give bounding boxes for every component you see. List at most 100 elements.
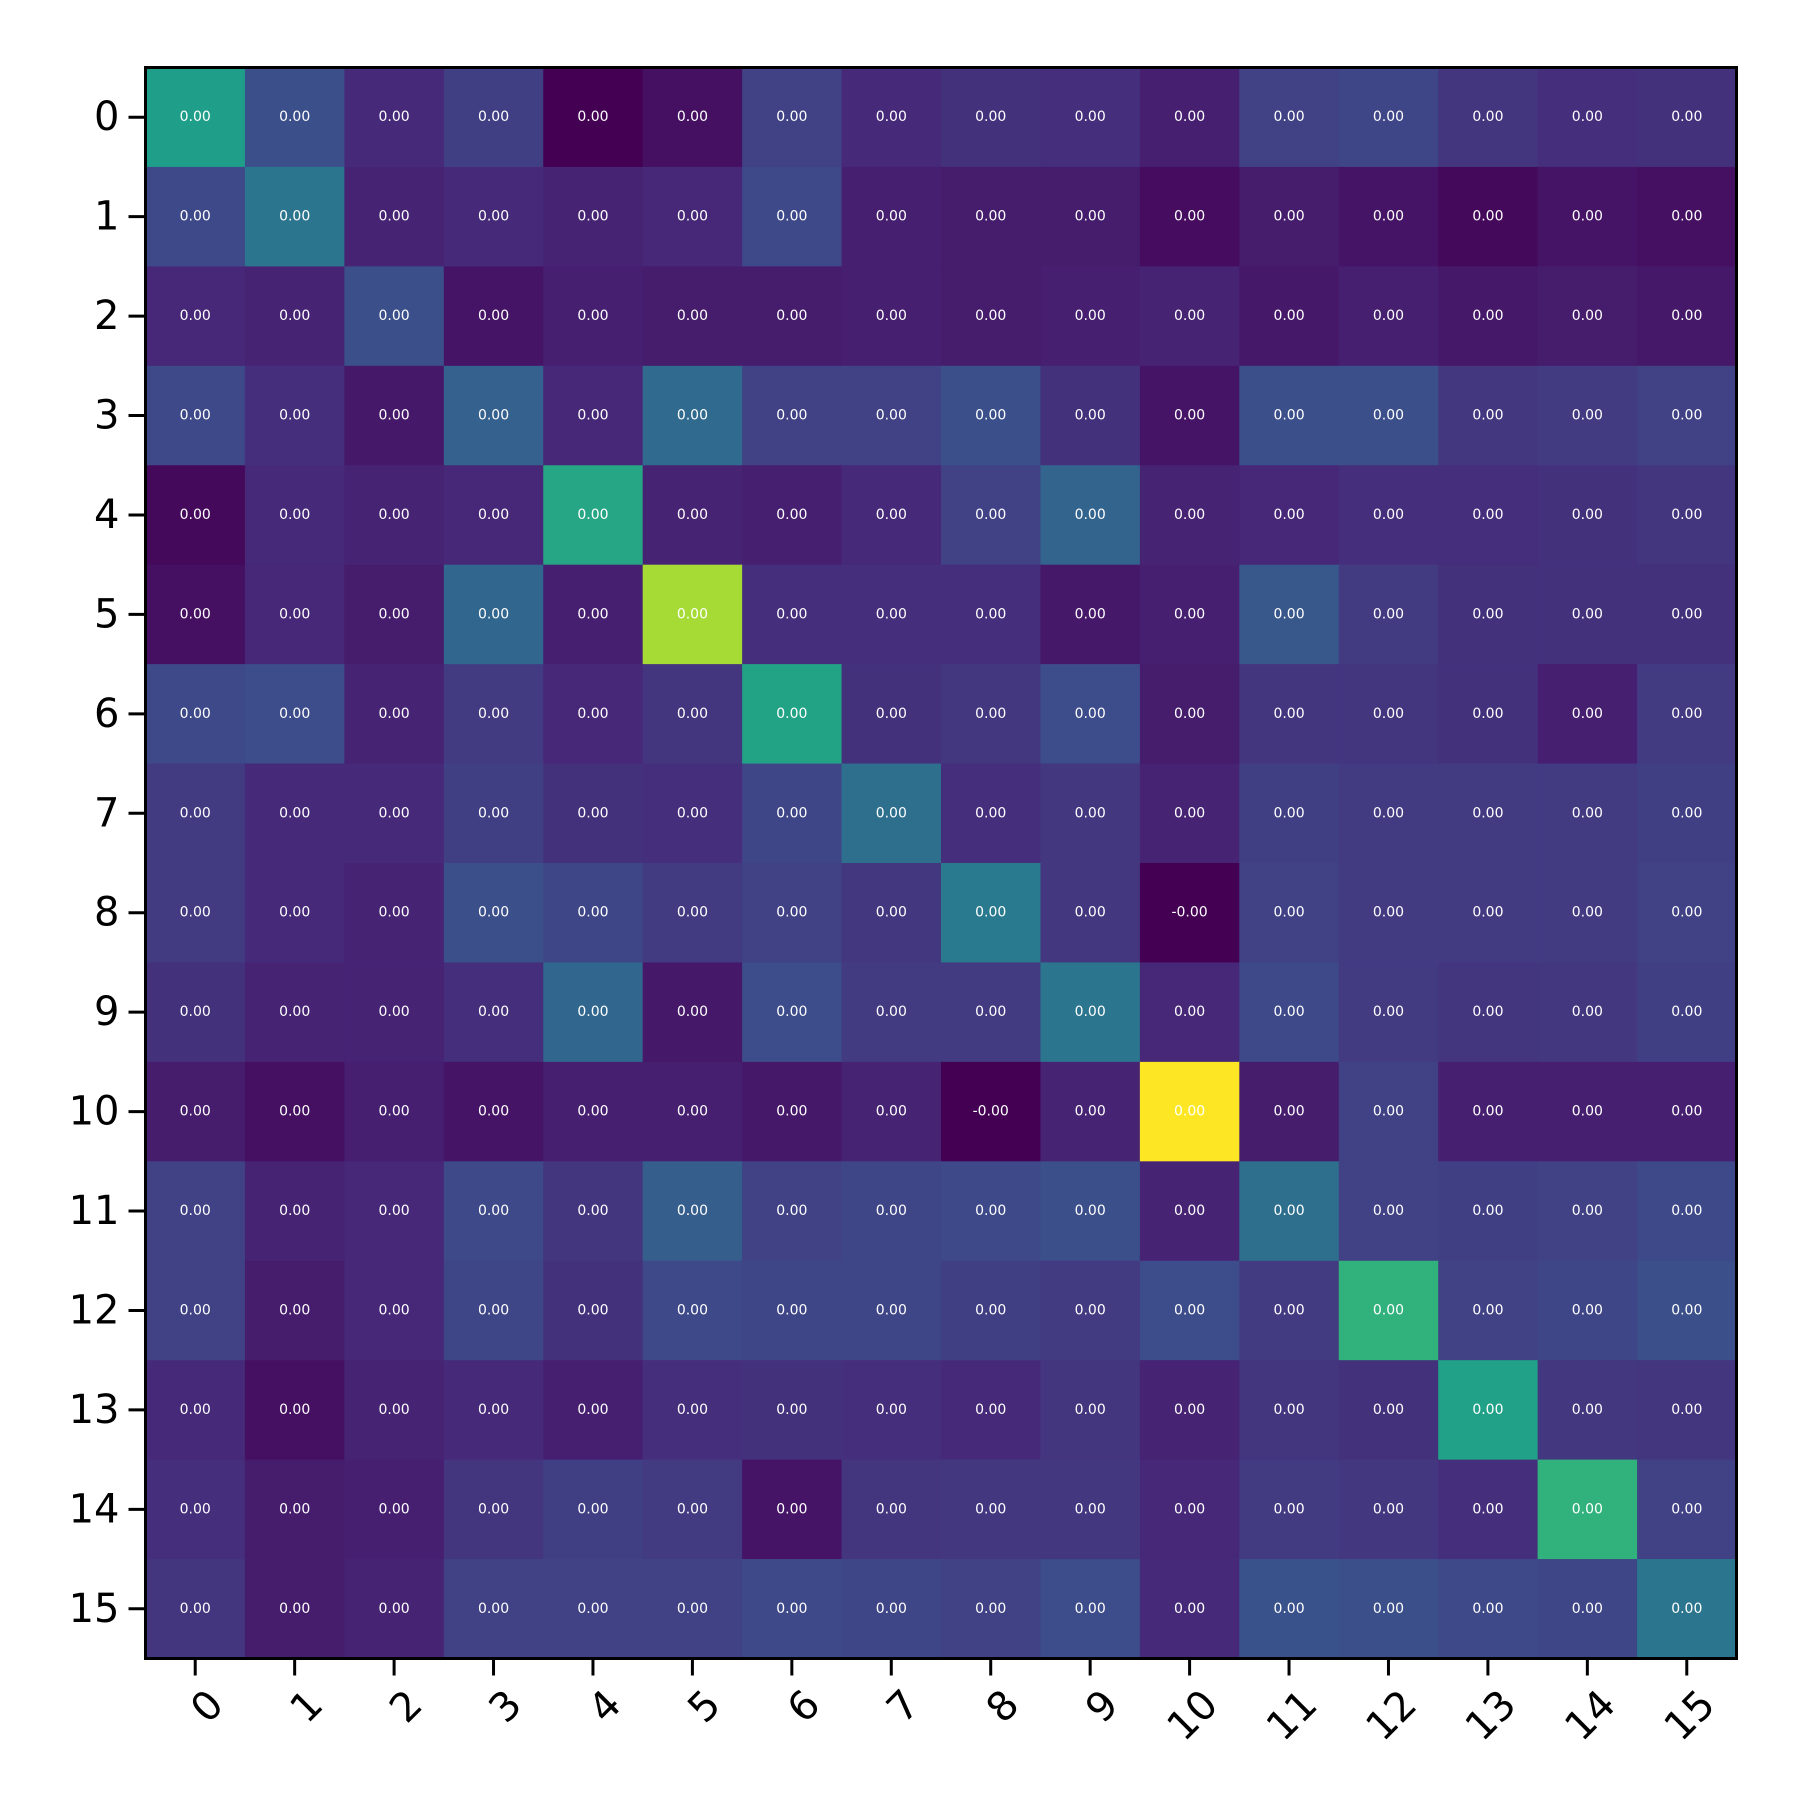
heatmap-cell-4-13 [1438,465,1539,566]
heatmap-cell-7-11 [1239,763,1340,864]
heatmap-cell-6-3 [443,664,544,765]
cell-value-label: 0.00 [1572,507,1603,523]
cell-value-label: 0.00 [776,1203,807,1219]
cell-value-label: 0.00 [975,507,1006,523]
heatmap-cell-10-7 [841,1061,942,1162]
heatmap-cell-7-7 [841,763,942,864]
cell-value-label: 0.00 [1174,308,1205,324]
cell-value-label: 0.00 [975,109,1006,125]
heatmap-cell-11-10 [1139,1161,1240,1262]
heatmap-cell-5-6 [742,564,843,665]
cell-value-label: 0.00 [776,507,807,523]
cell-value-label: 0.00 [876,507,907,523]
cell-value-label: 0.00 [1671,1004,1702,1020]
heatmap-cell-15-6 [742,1559,843,1660]
cell-value-label: 0.00 [1174,408,1205,424]
cell-value-label: 0.00 [1472,1104,1503,1120]
cell-value-label: 0.00 [1075,1302,1106,1318]
cell-value-label: 0.00 [1273,1203,1304,1219]
cell-value-label: 0.00 [776,805,807,821]
heatmap-cell-7-14 [1537,763,1638,864]
heatmap-cell-10-13 [1438,1061,1539,1162]
heatmap-cell-0-13 [1438,67,1539,168]
cell-value-label: 0.00 [1273,1004,1304,1020]
cell-value-label: 0.00 [1472,1402,1503,1418]
cell-value-label: 0.00 [776,408,807,424]
cell-value-label: 0.00 [1075,308,1106,324]
heatmap-cell-9-6 [742,962,843,1063]
heatmap-cell-7-6 [742,763,843,864]
heatmap-cell-9-1 [244,962,345,1063]
heatmap-cell-3-7 [841,365,942,466]
cell-value-label: 0.00 [1373,1402,1404,1418]
cell-value-label: 0.00 [975,408,1006,424]
cell-value-label: 0.00 [478,1203,509,1219]
heatmap-cell-13-5 [642,1360,743,1461]
cell-value-label: 0.00 [1075,1104,1106,1120]
cell-value-label: 0.00 [776,308,807,324]
cell-value-label: 0.00 [379,1104,410,1120]
heatmap-cell-11-12 [1338,1161,1439,1262]
cell-value-label: 0.00 [1671,408,1702,424]
cell-value-label: 0.00 [577,706,608,722]
cell-value-label: 0.00 [1572,1601,1603,1617]
heatmap-cell-13-0 [145,1360,246,1461]
cell-value-label: 0.00 [577,805,608,821]
cell-value-label: 0.00 [677,1004,708,1020]
heatmap-cell-12-14 [1537,1260,1638,1361]
heatmap-cell-3-13 [1438,365,1539,466]
heatmap-cell-9-0 [145,962,246,1063]
cell-value-label: 0.00 [1273,109,1304,125]
heatmap-cell-4-11 [1239,465,1340,566]
cell-value-label: 0.00 [677,308,708,324]
cell-value-label: 0.00 [279,209,310,225]
heatmap-cell-13-2 [344,1360,445,1461]
heatmap-cell-3-4 [543,365,644,466]
cell-value-label: 0.00 [975,905,1006,921]
cell-value-label: 0.00 [1671,706,1702,722]
heatmap-cell-15-11 [1239,1559,1340,1660]
cell-value-label: 0.00 [1671,1203,1702,1219]
heatmap-cell-15-3 [443,1559,544,1660]
y-tick-label: 2 [94,293,119,339]
cell-value-label: 0.00 [1373,905,1404,921]
cell-value-label: 0.00 [1671,1302,1702,1318]
cell-value-label: 0.00 [1671,606,1702,622]
cell-value-label: 0.00 [1273,1302,1304,1318]
heatmap-cell-13-4 [543,1360,644,1461]
heatmap-cell-4-6 [742,465,843,566]
heatmap-cell-2-13 [1438,266,1539,367]
cell-value-label: 0.00 [1075,1402,1106,1418]
cell-value-label: 0.00 [1671,308,1702,324]
heatmap-cell-5-11 [1239,564,1340,665]
cell-value-label: 0.00 [677,507,708,523]
heatmap-cell-10-1 [244,1061,345,1162]
cell-value-label: -0.00 [1171,905,1207,921]
heatmap-cell-4-10 [1139,465,1240,566]
heatmap-cell-0-0 [145,67,246,168]
cell-value-label: 0.00 [876,109,907,125]
heatmap-cell-1-8 [941,166,1042,267]
cell-value-label: 0.00 [279,1601,310,1617]
cell-value-label: 0.00 [478,507,509,523]
cell-value-label: 0.00 [180,408,211,424]
heatmap-cell-12-0 [145,1260,246,1361]
heatmap-cell-1-1 [244,166,345,267]
cell-value-label: 0.00 [478,706,509,722]
heatmap-cell-9-5 [642,962,743,1063]
heatmap-cell-1-5 [642,166,743,267]
heatmap-cell-2-8 [941,266,1042,367]
cell-value-label: 0.00 [975,308,1006,324]
heatmap-cell-2-10 [1139,266,1240,367]
heatmap-cell-14-15 [1637,1459,1738,1560]
heatmap-cell-7-5 [642,763,743,864]
heatmap-cell-13-11 [1239,1360,1340,1461]
cell-value-label: 0.00 [1273,1104,1304,1120]
heatmap-cell-14-3 [443,1459,544,1560]
cell-value-label: 0.00 [1373,1302,1404,1318]
cell-value-label: 0.00 [1174,606,1205,622]
heatmap-cell-5-1 [244,564,345,665]
heatmap-cell-7-13 [1438,763,1539,864]
heatmap-cell-7-1 [244,763,345,864]
cell-value-label: 0.00 [1174,109,1205,125]
